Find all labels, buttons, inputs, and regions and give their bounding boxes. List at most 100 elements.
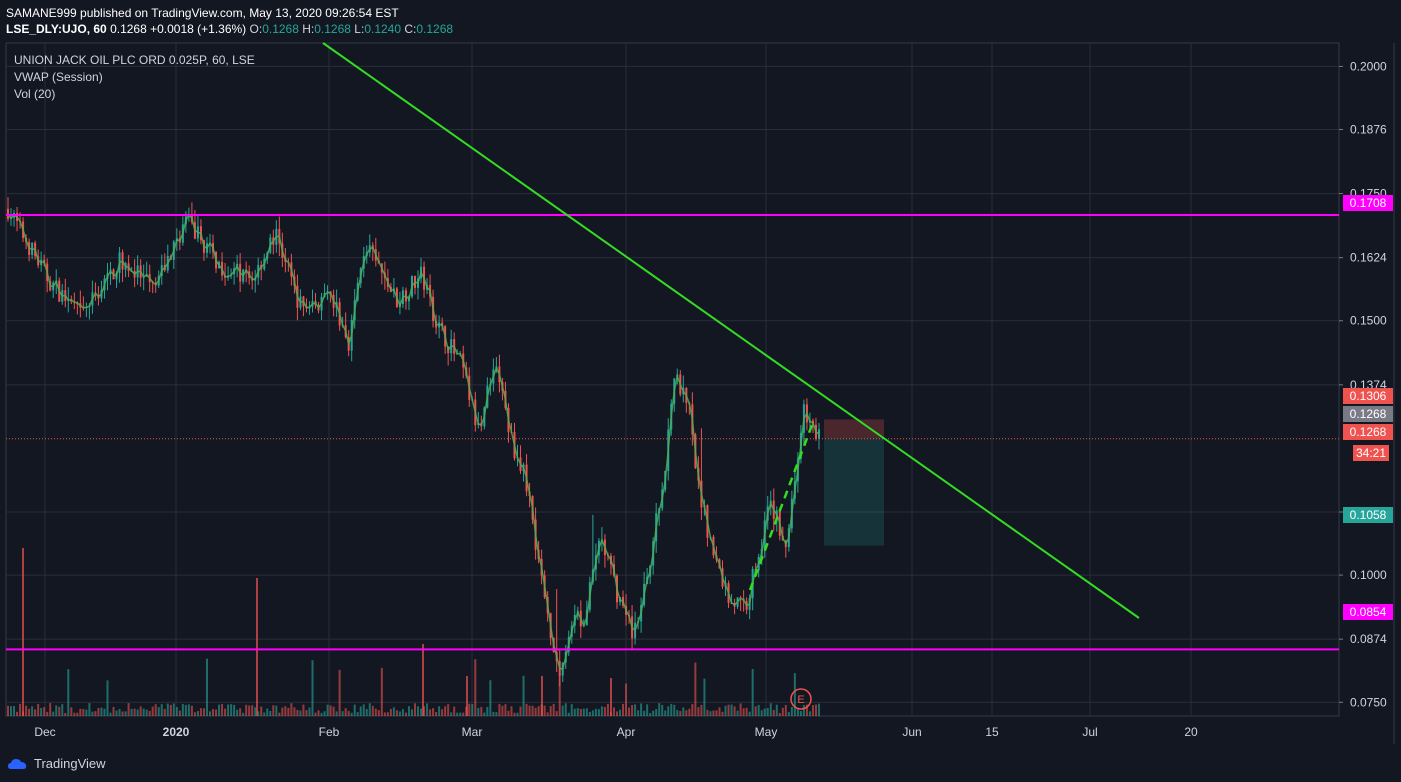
volume-bar [435,711,438,716]
volume-bar [40,707,43,716]
volume-bar [326,704,329,716]
volume-bar [251,705,254,716]
volume-bar [495,712,498,716]
volume-bar [275,705,278,716]
volume-bar [67,669,70,716]
volume-bar [76,712,79,716]
volume-bar [537,706,540,716]
volume-bar [817,703,820,716]
volume-bar [380,667,383,716]
volume-bar [622,703,625,716]
volume-bar [172,703,175,716]
volume-bar [181,703,184,716]
volume-bar [224,708,227,716]
volume-bar [519,706,522,716]
price-tick-label: 0.0874 [1350,632,1387,646]
volume-bar [34,709,37,716]
volume-bar [308,707,311,716]
volume-bar [332,706,335,716]
volume-bar [55,705,58,716]
volume-bar [594,708,597,716]
earnings-marker [790,688,812,710]
volume-bar [374,708,377,716]
volume-bar [507,710,510,716]
volume-bar [576,708,579,716]
time-tick-label: 2020 [163,725,190,739]
volume-bar [703,678,706,716]
symbol-label: LSE_DLY:UJO, 60 [6,22,107,36]
target-zone [824,438,884,546]
volume-bar [492,711,495,716]
price-tick-label: 0.1500 [1350,314,1387,328]
volume-bar [483,712,486,716]
volume-bar [658,703,661,716]
volume-bar [501,705,504,716]
volume-bar [808,711,811,716]
volume-bar [112,706,115,716]
volume-bar [305,710,308,716]
volume-bar [615,711,618,716]
volume-bar [709,711,712,716]
price-tick-label: 0.1000 [1350,568,1387,582]
volume-bar [88,703,91,716]
tradingview-logo[interactable]: TradingView [8,756,106,771]
bar-timer-tag: 34:21 [1353,445,1389,461]
volume-bar [748,711,751,716]
volume-bar [299,710,302,716]
volume-bar [341,711,344,716]
volume-bar [52,711,55,716]
volume-bar [670,703,673,716]
open-value: 0.1268 [262,22,299,36]
volume-bar [31,706,34,716]
volume-bar [136,709,139,716]
volume-bar [139,706,142,716]
volume-bar [450,712,453,716]
volume-bar [558,674,561,716]
volume-bar [215,709,218,716]
volume-bar [97,707,100,716]
volume-bar [522,675,525,716]
volume-bar [682,707,685,716]
volume-bar [28,708,31,716]
volume-bar [106,680,109,716]
volume-bar [115,710,118,716]
volume-bar [395,710,398,716]
volume-bar [227,704,230,716]
time-axis: Dec 2020 Feb Mar Apr May Jun 15 Jul 20 [34,725,1198,739]
volume-bar [661,705,664,716]
volume-bar [429,709,432,716]
volume-bar [646,704,649,716]
volume-bar [154,704,157,716]
volume-bar [447,704,450,716]
tradingview-cloud-icon [8,758,27,769]
volume-bar [625,683,628,716]
volume-bar [528,705,531,716]
volume-bar [329,705,332,716]
volume-bar [208,711,211,716]
time-tick-label: 20 [1184,725,1198,739]
volume-bar [272,705,275,716]
volume-bar [254,707,257,716]
volume-bar [82,708,85,716]
volume-bar [802,705,805,716]
tradingview-logo-text: TradingView [34,756,106,771]
volume-bar [471,704,474,716]
volume-bar [118,709,121,716]
volume-bar [588,711,591,716]
volume-spike [422,644,424,716]
volume-bar [178,710,181,716]
volume-bar [480,706,483,716]
volume-bar [317,710,320,716]
volume-bar [793,673,796,716]
time-tick-label: Jul [1082,725,1097,739]
volume-bar [649,712,652,716]
volume-bar [353,704,356,716]
footer-bar [0,744,1401,782]
ohlc-header: LSE_DLY:UJO, 60 0.1268 +0.0018 (+1.36%) … [6,22,453,36]
volume-bar [573,708,576,716]
volume-bar [570,704,573,716]
volume-bar [184,704,187,716]
legend-title: UNION JACK OIL PLC ORD 0.025P, 60, LSE [14,53,255,67]
volume-bar [58,706,61,716]
